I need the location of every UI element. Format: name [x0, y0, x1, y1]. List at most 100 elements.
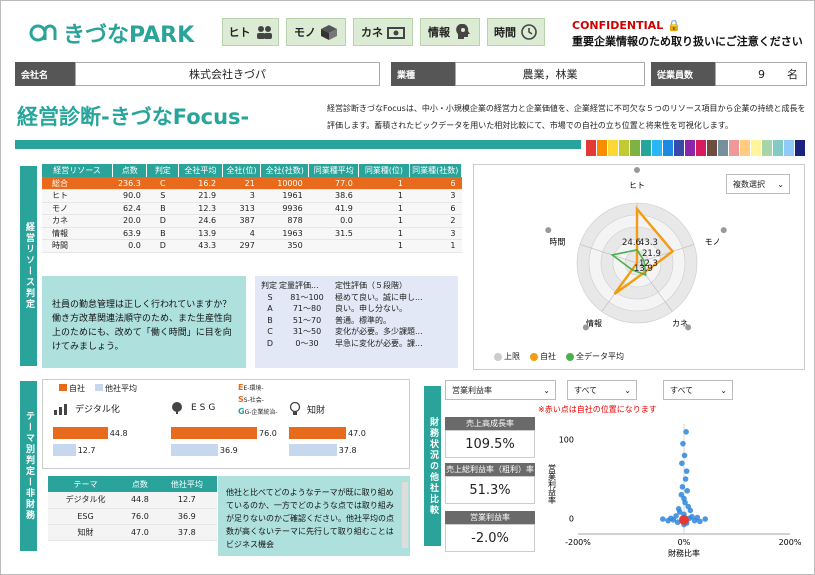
resource-table-cell: 1 [358, 202, 410, 215]
resource-table-header: 同業種(社数) [409, 164, 463, 177]
color-swatch [630, 140, 640, 156]
theme-table-cell: 44.8 [123, 492, 157, 509]
eval-table-row: A 71〜80 良い。申し分ない。 [261, 303, 453, 315]
resource-table-row[interactable]: 時間 0.0 D 43.3 297 350 1 1 [42, 239, 462, 253]
nav-joho-button[interactable]: 情報 [420, 18, 480, 46]
eval-table-cell: 普通。標準的。 [335, 315, 391, 325]
theme-section-label: テーマ別判定ー非財務 [20, 381, 37, 551]
nav-mono-button[interactable]: モノ [286, 18, 346, 46]
resource-table-cell: 1 [358, 189, 410, 203]
resource-table-row[interactable]: カネ 20.0 D 24.6 387 878 0.0 1 2 [42, 214, 462, 228]
resource-table-cell: 43.3 [178, 239, 223, 253]
radar-series-avg [610, 248, 647, 277]
eval-table-row: C 31〜50 変化が必要。多少課題... [261, 326, 453, 338]
color-swatch [674, 140, 684, 156]
eval-header-quant[interactable]: 定量評価... [279, 281, 319, 291]
eval-table-cell: 変化が必要。多少課題... [335, 327, 423, 337]
resource-table-cell: 41.9 [308, 202, 359, 215]
resource-table-cell: 350 [260, 239, 309, 253]
nav-mono-label: モノ [294, 26, 316, 39]
theme-table-cell: 知財 [48, 524, 124, 541]
theme-bar-own-value: 47.0 [348, 429, 366, 438]
scatter-point [679, 460, 685, 467]
scatter-point [687, 507, 694, 514]
tree-icon [172, 402, 182, 414]
resource-table-row[interactable]: モノ 62.4 B 12.3 313 9936 41.9 1 6 [42, 202, 462, 215]
resource-table-header: 同業種平均 [308, 164, 360, 177]
esg-group-label: ESG [191, 403, 219, 413]
scatter-y-label: 営業利益率 [548, 463, 557, 505]
color-swatch [740, 140, 750, 156]
eval-table-cell: 31〜50 [292, 327, 322, 337]
radar-value-label: 24.6 [622, 238, 641, 248]
finance-metric-select[interactable]: 営業利益率 ⌄ [445, 380, 556, 400]
resource-table-header: 点数 [112, 164, 148, 177]
theme-table-row[interactable]: ESG 76.0 36.9 [48, 508, 217, 525]
resource-section-label: 経営リソース判定 [20, 166, 37, 366]
theme-table-cell: 47.0 [123, 524, 157, 541]
box-icon [321, 25, 337, 40]
scatter-point [680, 440, 686, 447]
chevron-down-icon: ⌄ [624, 385, 631, 395]
resource-table: 経営リソース 点数 判定 全社平均 全社(位) 全社(社数) 同業種平均 同業種(位) 同業種(… [42, 164, 463, 253]
resource-table-cell: S [146, 189, 179, 203]
theme-bar-own [289, 427, 346, 439]
industry-value: 農業，林業 [455, 62, 645, 86]
color-swatch [641, 140, 651, 156]
scatter-point [675, 506, 682, 512]
nav-jikan-button[interactable]: 時間 [487, 18, 545, 46]
radar-panel: 複数選択 ⌄ ヒト モノ カネ 情報 時間 43.3 21.9 12.3 13.9 24.6 上限 … [473, 164, 805, 370]
chevron-down-icon: ⌄ [720, 385, 727, 395]
nav-hito-button[interactable]: ヒト [222, 18, 279, 46]
scatter-point [681, 452, 688, 459]
resource-table-header: 全社(社数) [260, 164, 310, 177]
bar-chart-icon [54, 403, 67, 415]
nav-kane-button[interactable]: カネ [353, 18, 413, 46]
theme-table-cell: 12.7 [156, 492, 217, 509]
resource-table-cell: D [146, 214, 179, 228]
resource-table-cell: 1 [358, 177, 410, 190]
scatter-point [683, 429, 689, 435]
eval-table-cell: 81〜100 [290, 292, 324, 302]
theme-bar-avg-value: 36.9 [219, 446, 238, 455]
resource-table-cell: 0.0 [112, 239, 147, 253]
scatter-point [660, 516, 666, 522]
chevron-down-icon: ⌄ [543, 385, 550, 395]
lock-icon: 🔒 [667, 19, 681, 32]
resource-table-cell: 13.9 [178, 227, 223, 240]
theme-table-header: 点数 [123, 476, 157, 492]
resource-table-cell: 12.3 [178, 202, 223, 215]
eval-table-cell: 71〜80 [292, 304, 322, 314]
kpi-sales-growth-value: 109.5% [445, 430, 535, 458]
eval-header-qual: 定性評価（５段階） [335, 281, 407, 291]
theme-bar-avg-value: 37.8 [338, 446, 357, 455]
theme-comment-scrollbar[interactable] [402, 482, 408, 548]
resource-table-cell: 878 [260, 214, 309, 228]
theme-table-cell: 37.8 [156, 524, 217, 541]
ip-group-label: 知財 [307, 405, 326, 416]
theme-table-row[interactable]: デジタル化 44.8 12.7 [48, 492, 217, 509]
resource-table-cell: 4 [222, 227, 261, 240]
resource-table-cell: 1961 [260, 189, 309, 203]
ip-group-title: 知財 [289, 402, 325, 416]
scatter-y-tick: 100 [559, 436, 574, 445]
radar-axis-label-hito: ヒト [629, 181, 645, 190]
finance-metric-label: 営業利益率 [452, 385, 492, 395]
resource-table-row[interactable]: ヒト 90.0 S 21.9 3 1961 38.6 1 3 [42, 189, 462, 203]
evaluation-table: 判定 定量評価... 定性評価（５段階） S 81〜100 極めて良い。誠に申し..… [261, 280, 453, 349]
resource-table-row[interactable]: 情報 63.9 B 13.9 4 1963 31.5 1 3 [42, 227, 462, 240]
lightbulb-icon [289, 402, 301, 415]
resource-table-cell: 2 [409, 214, 462, 228]
logo-text: きづなPARK [63, 23, 195, 48]
theme-table-row[interactable]: 知財 47.0 37.8 [48, 524, 217, 541]
resource-table-row[interactable]: 総合 236.3 C 16.2 21 10000 77.0 1 6 [42, 177, 462, 190]
color-swatch [586, 140, 596, 156]
finance-filter2-select[interactable]: すべて ⌄ [663, 380, 733, 400]
radar-multi-select[interactable]: 複数選択 ⌄ [726, 174, 790, 194]
nav-kane-label: カネ [361, 26, 383, 39]
app-logo[interactable]: きづなPARK [29, 19, 195, 48]
finance-filter1-select[interactable]: すべて ⌄ [567, 380, 637, 400]
resource-table-cell: 38.6 [308, 189, 359, 203]
radar-axis-label-kane: カネ [672, 319, 688, 328]
